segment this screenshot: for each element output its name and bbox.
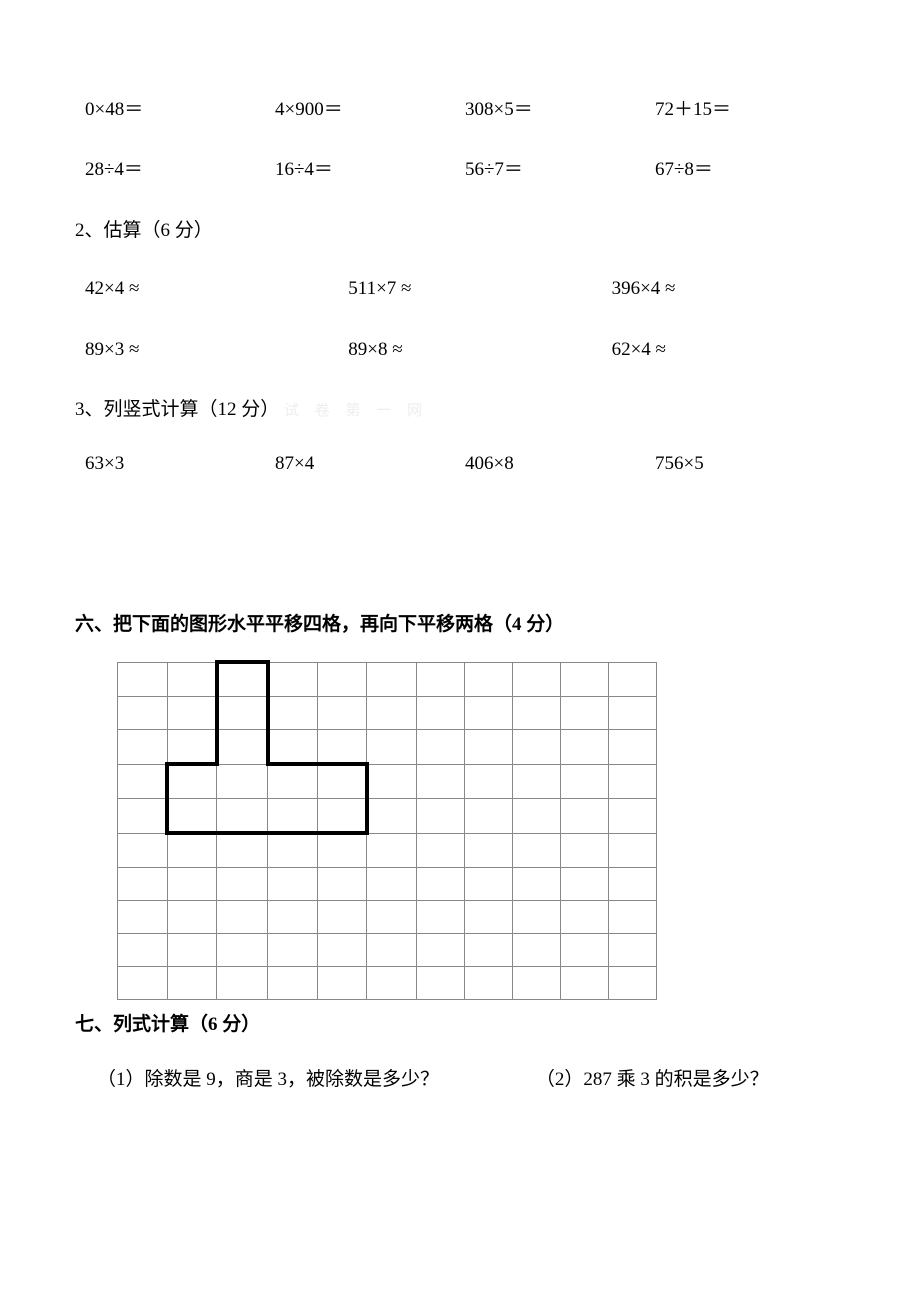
estimate-cell: 62×4 ≈: [602, 335, 865, 365]
estimate-cell: 89×8 ≈: [338, 335, 601, 365]
estimate-row-1: 42×4 ≈ 511×7 ≈ 396×4 ≈: [85, 274, 845, 304]
estimate-cell: 396×4 ≈: [602, 274, 865, 304]
vertical-item: 756×5: [655, 449, 845, 479]
vertical-item: 87×4: [275, 449, 465, 479]
calc-cell: 16÷4＝: [275, 155, 465, 185]
q7-part-2: （2）287 乘 3 的积是多少？: [536, 1065, 845, 1095]
calc-row-1: 0×48＝ 4×900＝ 308×5＝ 72＋15＝: [85, 95, 845, 125]
calc-cell: 56÷7＝: [465, 155, 655, 185]
calc-cell: 67÷8＝: [655, 155, 845, 185]
estimate-cell: 511×7 ≈: [338, 274, 601, 304]
watermark-text: 试 卷 第 一 网: [284, 403, 428, 419]
vertical-item: 63×3: [85, 449, 275, 479]
calc-cell: 28÷4＝: [85, 155, 275, 185]
vertical-item: 406×8: [465, 449, 655, 479]
calc-cell: 0×48＝: [85, 95, 275, 125]
vertical-row: 63×3 87×4 406×8 756×5: [85, 449, 845, 479]
calc-row-2: 28÷4＝ 16÷4＝ 56÷7＝ 67÷8＝: [85, 155, 845, 185]
q7-row: （1）除数是 9，商是 3，被除数是多少？ （2）287 乘 3 的积是多少？: [75, 1065, 845, 1095]
estimate-cell: 89×3 ≈: [85, 335, 338, 365]
estimate-heading: 2、估算（6 分）: [75, 216, 845, 246]
translation-grid-wrap: [117, 660, 845, 1000]
vertical-heading: 3、列竖式计算（12 分） 试 卷 第 一 网: [75, 395, 845, 425]
calc-cell: 308×5＝: [465, 95, 655, 125]
q7-part-1: （1）除数是 9，商是 3，被除数是多少？: [75, 1065, 536, 1095]
estimate-row-2: 89×3 ≈ 89×8 ≈ 62×4 ≈: [85, 335, 845, 365]
calc-cell: 4×900＝: [275, 95, 465, 125]
estimate-cell: 42×4 ≈: [85, 274, 338, 304]
translation-grid: [117, 660, 657, 1000]
section-6-heading: 六、把下面的图形水平平移四格，再向下平移两格（4 分）: [75, 610, 845, 640]
vertical-heading-text: 3、列竖式计算（12 分）: [75, 399, 279, 420]
section-7-heading: 七、列式计算（6 分）: [75, 1010, 845, 1040]
calc-cell: 72＋15＝: [655, 95, 845, 125]
